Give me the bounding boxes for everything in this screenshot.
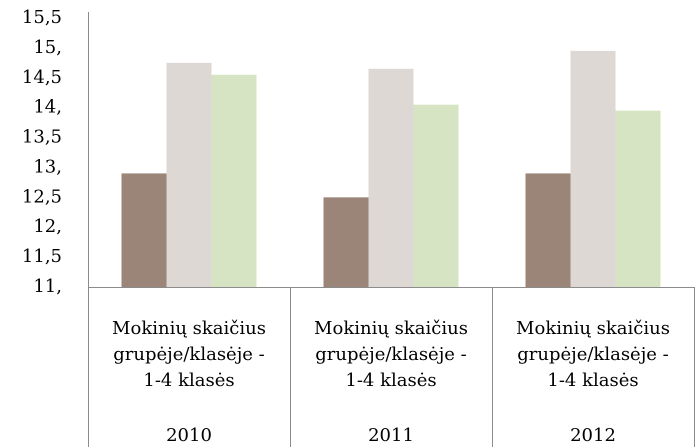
y-tick-label: 11,5 bbox=[22, 246, 62, 267]
x-tick-sublabel: 1-4 klasės bbox=[143, 370, 234, 391]
bar bbox=[368, 68, 414, 287]
x-tick-sublabel: 1-4 klasės bbox=[345, 370, 436, 391]
y-tick-label: 15,5 bbox=[22, 7, 62, 28]
bar bbox=[570, 50, 616, 287]
bar bbox=[525, 173, 571, 287]
y-tick-label: 12, bbox=[33, 216, 62, 237]
y-tick-label: 14,5 bbox=[22, 67, 62, 88]
x-tick-sublabel: grupėje/klasėje - bbox=[315, 344, 467, 365]
y-tick-label: 11, bbox=[33, 276, 62, 297]
x-tick-label: 2010 bbox=[166, 425, 212, 446]
x-tick-sublabel: grupėje/klasėje - bbox=[113, 344, 265, 365]
bar bbox=[166, 62, 212, 288]
bar bbox=[413, 104, 459, 287]
x-tick-sublabel: Mokinių skaičius bbox=[112, 318, 266, 339]
bar bbox=[211, 74, 257, 288]
y-tick-label: 12,5 bbox=[22, 186, 62, 207]
bar bbox=[615, 110, 661, 288]
x-tick-sublabel: Mokinių skaičius bbox=[516, 318, 670, 339]
y-tick-label: 15, bbox=[33, 37, 62, 58]
x-tick-sublabel: grupėje/klasėje - bbox=[517, 344, 669, 365]
x-tick-label: 2012 bbox=[570, 425, 616, 446]
x-tick-sublabel: Mokinių skaičius bbox=[314, 318, 468, 339]
y-tick-label: 14, bbox=[33, 97, 62, 118]
y-tick-label: 13,5 bbox=[22, 127, 62, 148]
bar bbox=[121, 173, 167, 287]
bar bbox=[323, 197, 369, 287]
x-tick-label: 2011 bbox=[368, 425, 414, 446]
x-tick-sublabel: 1-4 klasės bbox=[547, 370, 638, 391]
y-tick-label: 13, bbox=[33, 156, 62, 177]
